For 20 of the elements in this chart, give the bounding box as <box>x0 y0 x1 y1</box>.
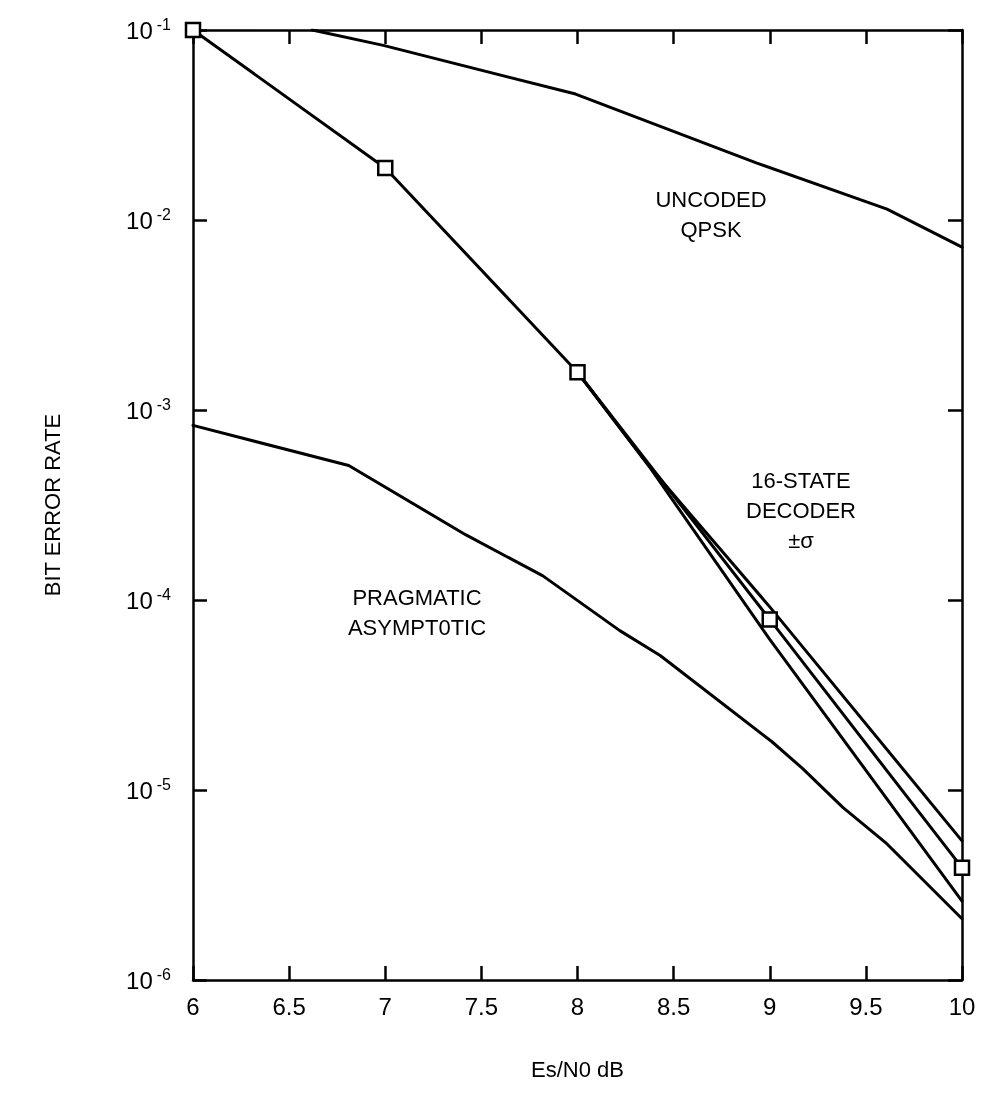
y-tick-label: 10$^{-5}$ <box>126 776 171 804</box>
x-tick-label: 6 <box>186 992 200 1020</box>
x-tick-label: 9.5 <box>849 992 883 1020</box>
annotation: UNCODED QPSK <box>655 186 767 242</box>
x-tick-label: 9 <box>763 992 777 1020</box>
x-tick-label: 6.5 <box>272 992 306 1020</box>
annotation: PRAGMATIC ASYMPT0TIC <box>347 584 487 640</box>
y-tick-label: 10$^{-3}$ <box>126 396 171 424</box>
x-tick-label: 10 <box>948 992 976 1020</box>
x-tick-label: 7 <box>378 992 392 1020</box>
x-tick-label: 8.5 <box>656 992 691 1020</box>
y-tick-label: 10$^{-6}$ <box>126 966 171 994</box>
y-tick-label: 10$^{-1}$ <box>126 16 171 44</box>
x-tick-label: 7.5 <box>464 992 499 1020</box>
annotation: 16-STATE DECODER ±σ <box>745 467 857 553</box>
x-axis-title: Es/N0 dB <box>531 1056 624 1082</box>
x-tick-label: 8 <box>570 992 585 1020</box>
y-axis-title: BIT ERROR RATE <box>39 413 65 597</box>
y-tick-label: 10$^{-2}$ <box>126 206 171 234</box>
y-tick-label: 10$^{-4}$ <box>126 586 171 614</box>
